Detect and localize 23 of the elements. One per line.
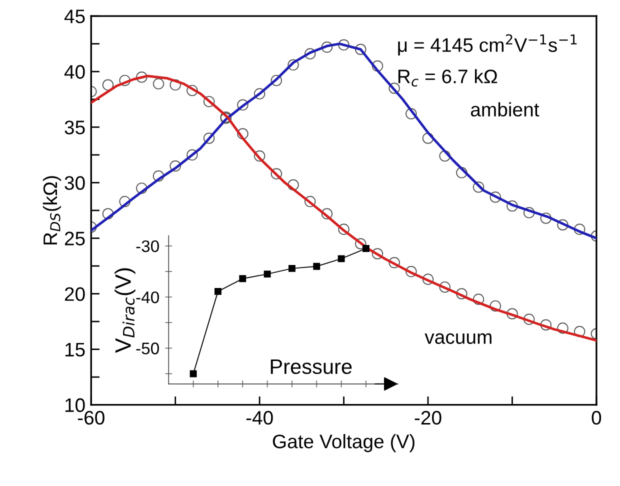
annotation: ambient — [470, 102, 540, 117]
y-tick-label: 40 — [64, 65, 85, 79]
y-tick-label: 35 — [64, 120, 85, 134]
y-tick-label: 10 — [65, 398, 85, 412]
annotation: R$_{c}$ = 6.7 kΩ — [398, 69, 498, 87]
y-tick-label: 30 — [64, 176, 85, 190]
y-tick-label: 45 — [64, 10, 85, 24]
y-tick-label: -40 — [136, 291, 159, 304]
x-tick-label: -20 — [414, 410, 442, 425]
y-axis-title: V$_{Dirac}$(V) — [114, 268, 136, 353]
y-tick-label: 20 — [64, 287, 85, 301]
x-tick-label: -40 — [246, 410, 273, 425]
y-tick-label: 15 — [65, 342, 85, 357]
annotation: μ = 4145 cm$^{2}$V$^{−1}$s$^{−1}$ — [398, 34, 577, 56]
x-tick-label: 0 — [592, 410, 602, 425]
annotation: vacuum — [424, 333, 492, 344]
y-tick-label: -30 — [136, 240, 159, 252]
y-tick-label: -50 — [136, 342, 159, 354]
x-axis-title: Gate Voltage (V) — [272, 434, 414, 452]
x-tick-label: -60 — [78, 410, 104, 425]
y-axis-title: R$_{DS}$(kΩ) — [42, 176, 62, 244]
x-axis-title: Pressure — [270, 360, 352, 374]
y-tick-label: 25 — [64, 232, 85, 246]
